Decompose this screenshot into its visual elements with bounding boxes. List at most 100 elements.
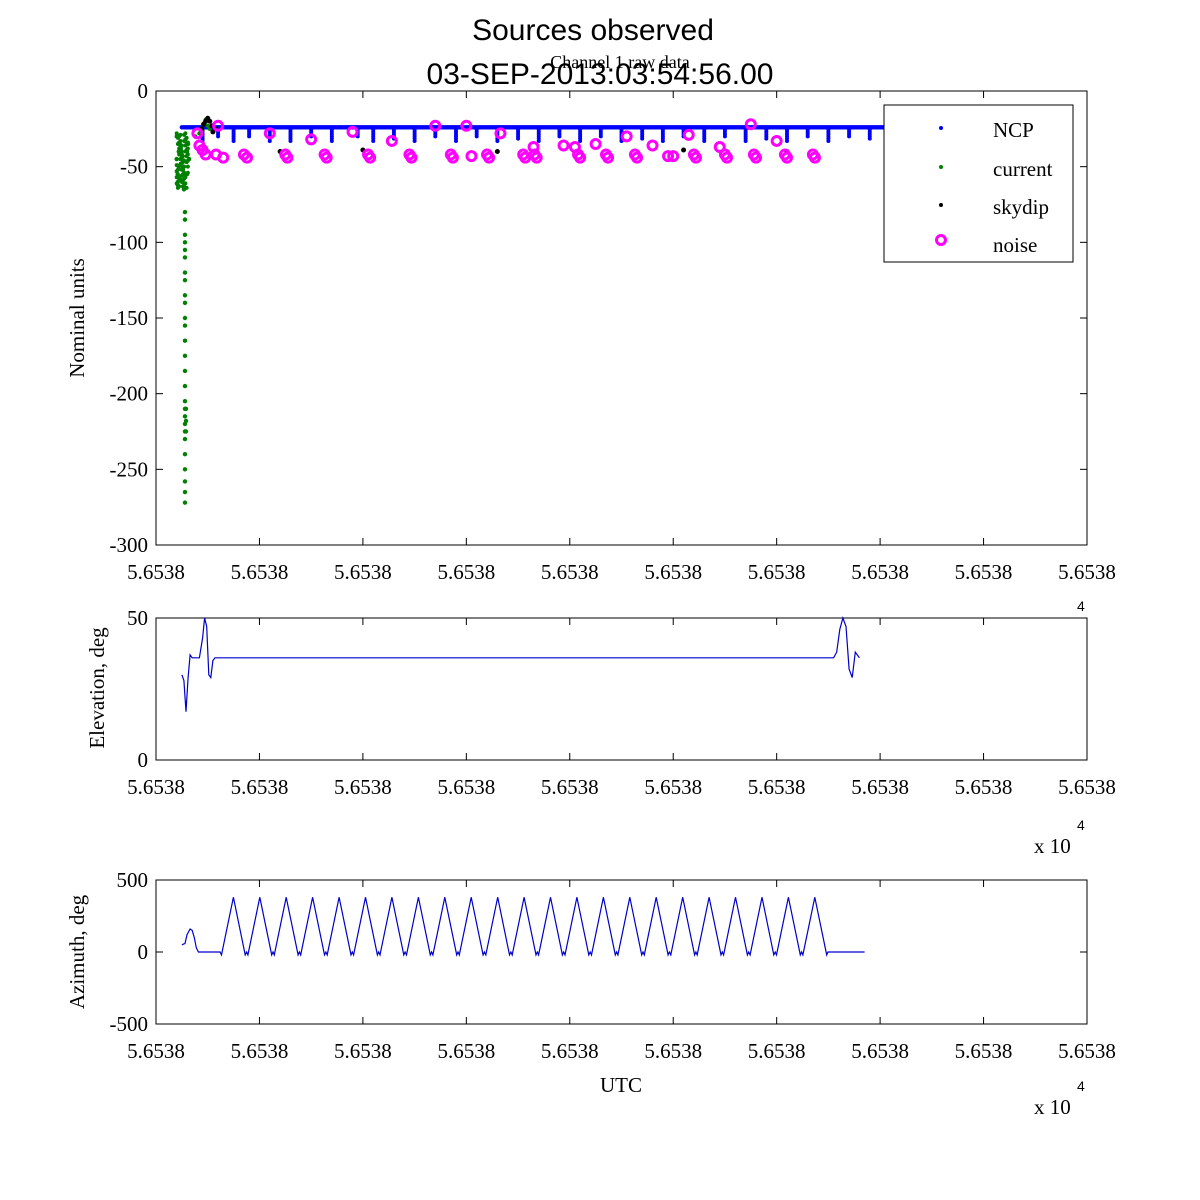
elevation-x-ticks: 5.6538 5.6538 5.6538 5.6538 5.6538 5.6538 5.65…: [127, 618, 1116, 799]
current-point: [182, 315, 188, 321]
noise-point: [385, 134, 398, 147]
current-point: [182, 170, 187, 175]
current-point: [182, 368, 188, 374]
noise-point: [631, 151, 644, 164]
current-point: [182, 353, 188, 359]
azimuth-line: [181, 897, 865, 957]
noise-point: [212, 119, 225, 132]
noise-point: [620, 130, 633, 143]
current-point: [179, 143, 184, 148]
noise-point: [770, 134, 783, 147]
skydip-point: [210, 129, 216, 135]
ncp-point: [847, 134, 852, 139]
current-point: [182, 293, 188, 298]
noise-point: [602, 151, 615, 164]
elevation-x-tick-label: 5.6538: [644, 775, 702, 799]
current-point: [174, 157, 179, 162]
elevation-y-tick-label: 0: [138, 748, 149, 772]
current-point: [182, 247, 188, 253]
ncp-point: [805, 134, 810, 139]
current-point: [177, 184, 182, 189]
current-point: [182, 232, 188, 237]
azimuth-y-ticks: 500 0 -500: [110, 868, 1087, 1036]
current-point: [180, 160, 185, 165]
ncp-point: [557, 134, 562, 139]
figure-title-line2: 03-SEP-2013:03:54:56.00: [427, 58, 774, 91]
elevation-exponent-base: x 10: [1034, 834, 1071, 858]
elevation-x-tick-label: 5.6538: [231, 775, 289, 799]
ncp-point: [329, 138, 334, 143]
panel1-title: Channel 1 raw data: [550, 52, 689, 72]
noise-point: [281, 151, 294, 164]
noise-point: [662, 150, 675, 163]
current-point: [185, 170, 190, 175]
elevation-y-label: Elevation, deg: [85, 627, 109, 749]
elevation-y-ticks: 50 0: [127, 606, 1087, 772]
azimuth-axes: [155, 879, 1088, 1025]
current-point: [182, 270, 188, 275]
noise-point: [530, 151, 543, 164]
noise-point: [713, 140, 726, 153]
current-point: [182, 414, 188, 419]
ncp-point: [536, 138, 541, 143]
raw-data-x-tick-label: 5.6538: [127, 560, 185, 584]
elevation-x-tick-label: 5.6538: [334, 775, 392, 799]
legend-marker-ncp: [939, 126, 943, 130]
ncp-point: [247, 134, 252, 139]
azimuth-x-ticks: 5.6538 5.6538 5.6538 5.6538 5.6538 5.6538 5.65…: [127, 880, 1116, 1063]
current-point: [177, 178, 182, 183]
current-point: [182, 255, 188, 260]
azimuth-exponent-power: 4: [1077, 1078, 1085, 1094]
noise-point: [646, 139, 659, 152]
current-point: [182, 164, 187, 169]
noise-point: [460, 119, 473, 132]
ncp-point: [453, 138, 458, 143]
ncp-point: [640, 136, 645, 141]
ncp-point: [598, 134, 603, 139]
noise-point: [744, 118, 757, 131]
current-point: [175, 173, 180, 178]
noise-point: [346, 125, 359, 138]
azimuth-x-tick-label: 5.6538: [334, 1039, 392, 1063]
current-point: [182, 240, 188, 245]
legend-marker-noise: [935, 234, 947, 246]
azimuth-x-tick-label: 5.6538: [748, 1039, 806, 1063]
azimuth-y-label: Azimuth, deg: [65, 894, 89, 1009]
noise-point: [305, 133, 318, 146]
current-point: [182, 217, 188, 222]
elevation-exponent-power: 4: [1077, 598, 1085, 614]
raw-data-y-label: Nominal units: [65, 258, 89, 378]
current-point: [182, 467, 188, 472]
legend-label-skydip: skydip: [993, 195, 1049, 219]
azimuth-exponent-base: x 10: [1034, 1095, 1071, 1119]
elevation-panel: 500 5.6538 5.6538 5.6538 5.6538 5.6538 5.6538…: [85, 598, 1116, 858]
current-point: [185, 164, 190, 169]
azimuth-x-tick-label: 5.6538: [955, 1039, 1013, 1063]
noise-point: [364, 151, 377, 164]
noise-point: [808, 151, 821, 164]
current-point: [182, 489, 188, 495]
legend-label-current: current: [993, 157, 1053, 181]
azimuth-x-tick-label: 5.6538: [541, 1039, 599, 1063]
ncp-point: [867, 136, 872, 141]
current-point: [182, 436, 188, 442]
azimuth-x-tick-label: 5.6538: [1058, 1039, 1116, 1063]
noise-point: [191, 127, 204, 140]
noise-point: [667, 150, 680, 163]
raw-data-x-tick-label: 5.6538: [851, 560, 909, 584]
ncp-point: [516, 136, 521, 141]
raw-data-points: [174, 115, 892, 505]
ncp-point: [722, 134, 727, 139]
current-point: [174, 131, 179, 136]
noise-point: [682, 128, 695, 141]
ncp-point: [826, 138, 831, 143]
noise-point: [405, 151, 418, 164]
noise-point: [429, 119, 442, 132]
raw-data-y-ticks: 0 -50 -100 -150 -200 -250 -300: [110, 79, 1087, 557]
current-point: [182, 399, 188, 404]
current-point: [182, 300, 188, 306]
raw-data-y-tick-label: -300: [110, 533, 149, 557]
noise-point: [574, 151, 587, 164]
noise-point: [589, 137, 602, 150]
